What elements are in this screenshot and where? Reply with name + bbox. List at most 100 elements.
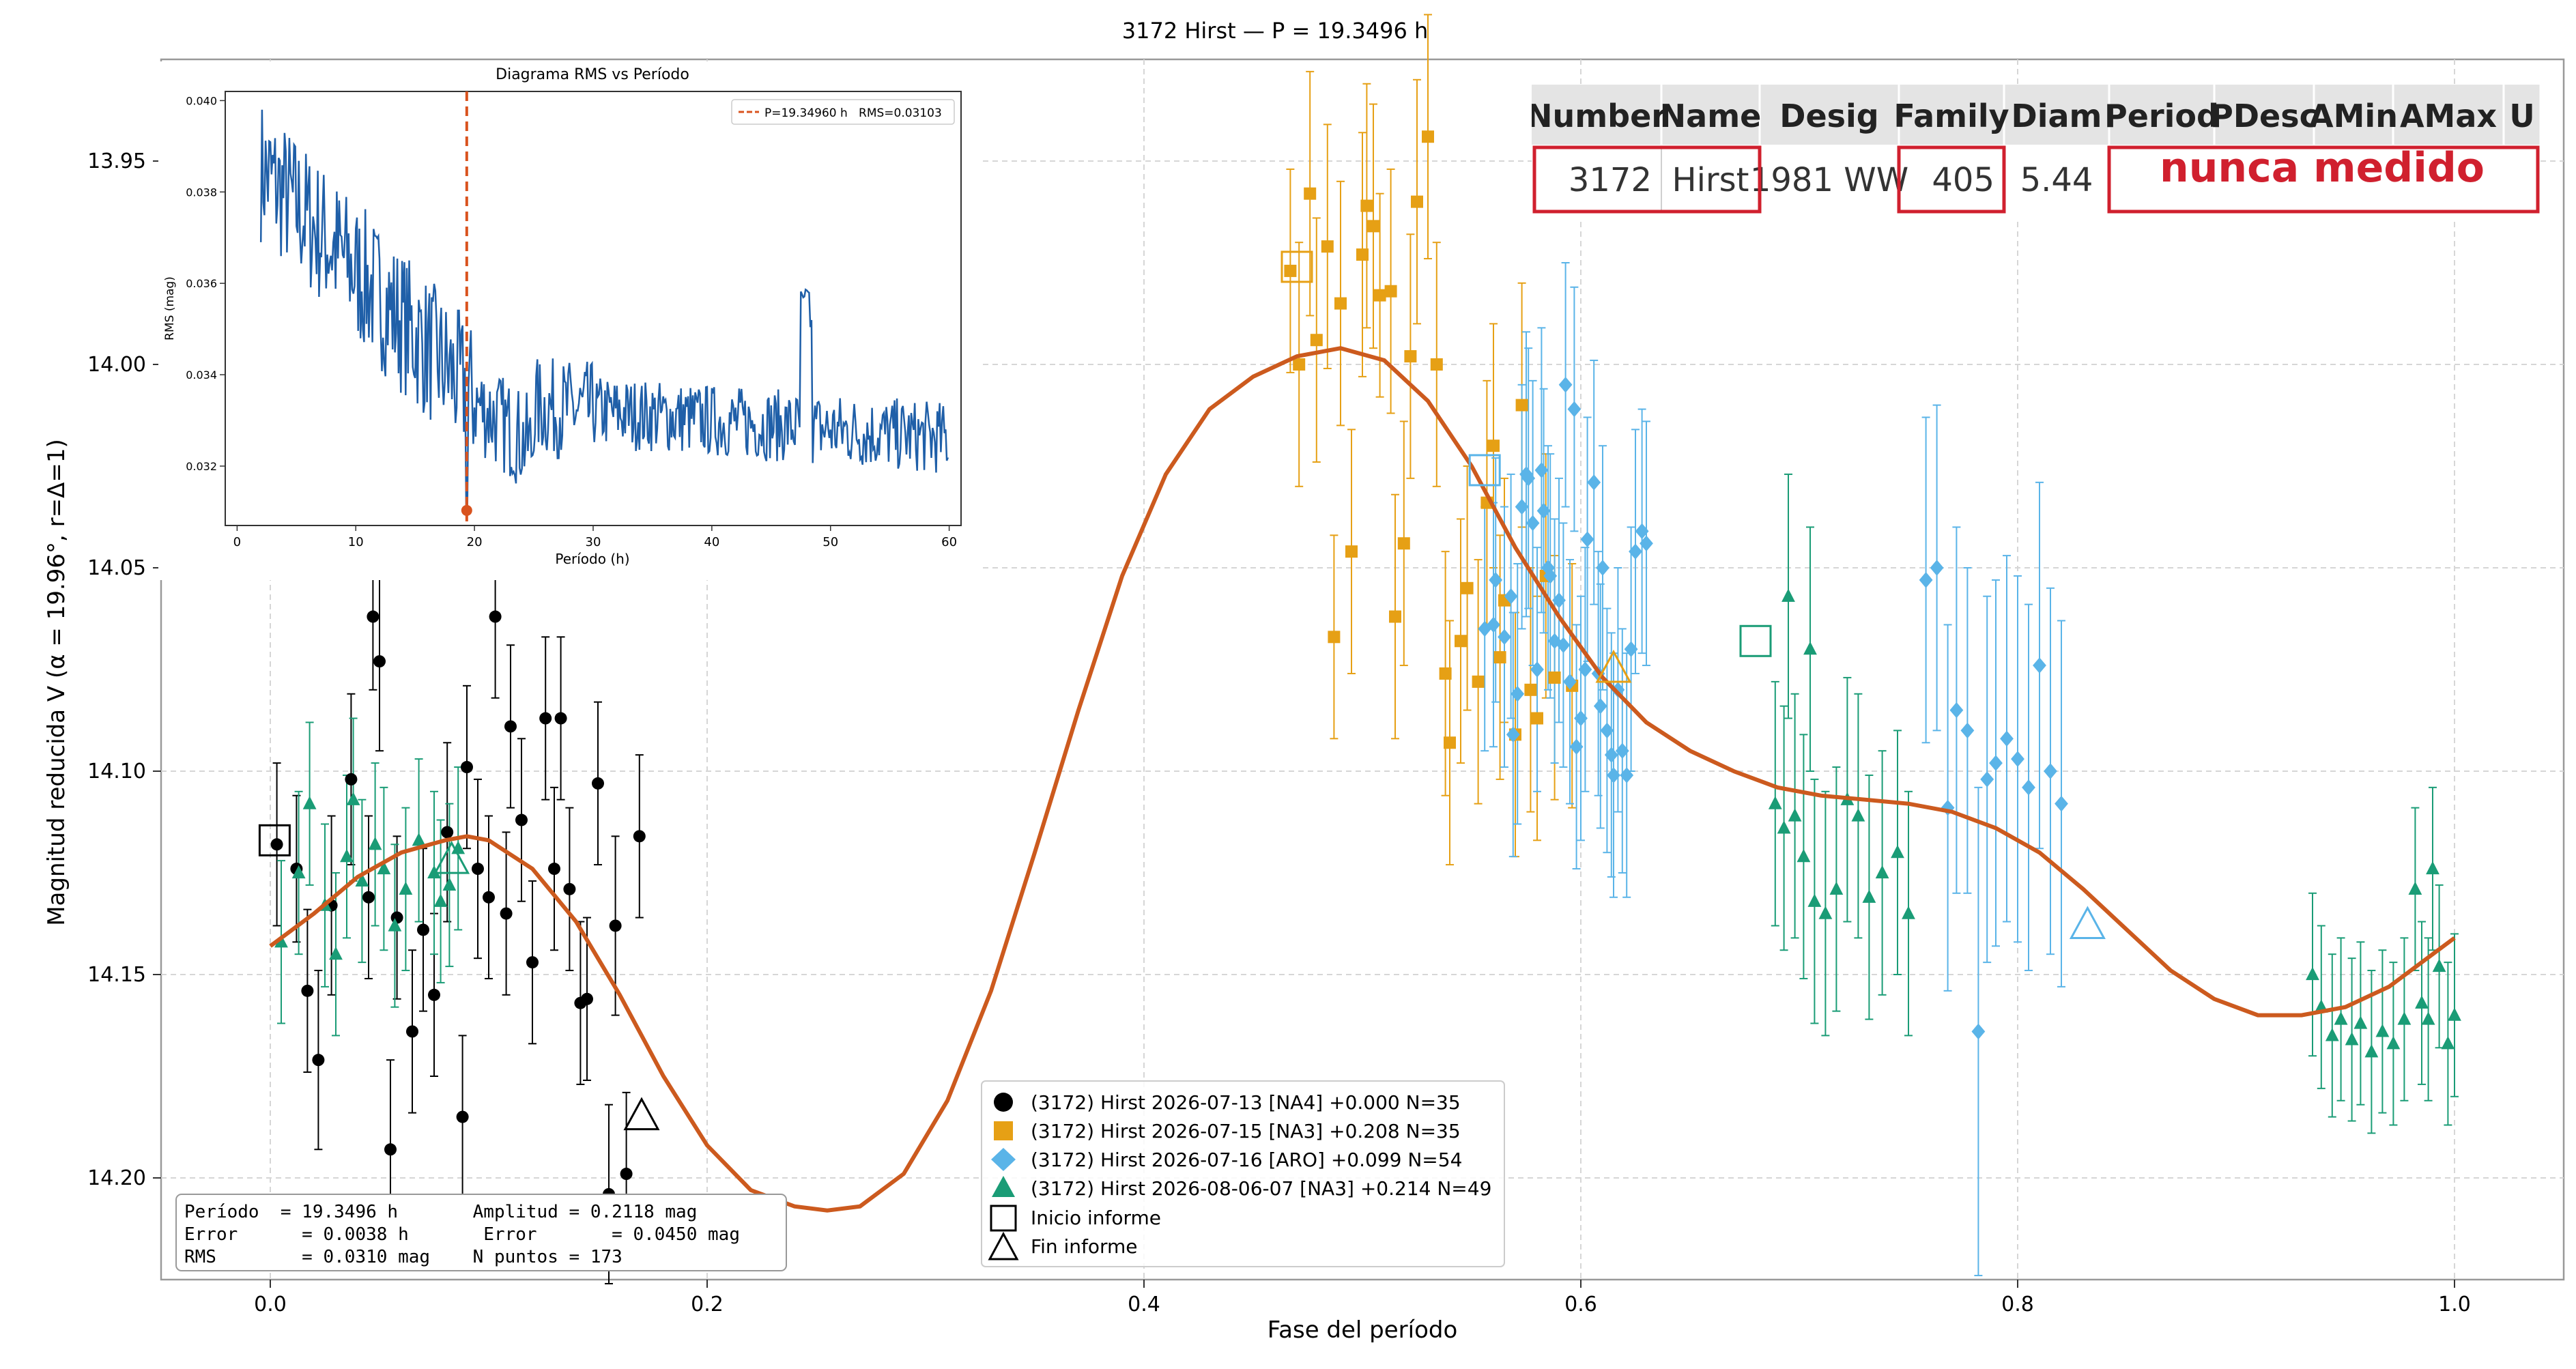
data-point-square bbox=[1404, 350, 1417, 363]
data-point-triangle bbox=[2432, 958, 2446, 972]
data-point-diamond bbox=[1919, 572, 1933, 588]
inset-x-tick-label: 60 bbox=[941, 535, 957, 549]
data-point-square bbox=[1304, 187, 1317, 200]
data-point-triangle bbox=[427, 865, 441, 879]
data-point-triangle bbox=[1797, 848, 1811, 863]
table-cell: 1981 WW bbox=[1750, 161, 1908, 199]
y-tick-label: 14.05 bbox=[87, 556, 146, 580]
inset-y-tick-label: 0.032 bbox=[186, 460, 217, 473]
x-tick-label: 0.6 bbox=[1564, 1293, 1597, 1316]
inset-legend-box bbox=[731, 99, 955, 125]
data-point-triangle bbox=[1807, 893, 1822, 907]
data-point-square bbox=[1444, 736, 1456, 749]
data-point-diamond bbox=[1556, 637, 1571, 653]
data-point-triangle bbox=[329, 946, 343, 960]
table-header-cell: Name bbox=[1660, 98, 1762, 134]
legend-marker-circle bbox=[994, 1093, 1013, 1112]
stats-box: Período = 19.3496 h Amplitud = 0.2118 ma… bbox=[175, 1194, 787, 1271]
data-point-diamond bbox=[1530, 661, 1544, 678]
data-point-circle bbox=[472, 863, 484, 876]
data-point-square bbox=[1293, 358, 1306, 371]
data-point-diamond bbox=[1960, 722, 1975, 739]
data-point-square bbox=[1524, 683, 1537, 696]
data-point-square bbox=[1430, 358, 1443, 371]
data-point-square bbox=[1334, 297, 1347, 310]
data-point-circle bbox=[367, 610, 380, 623]
data-point-circle bbox=[554, 712, 567, 725]
highlight-family bbox=[1897, 145, 2006, 214]
data-point-diamond bbox=[1624, 641, 1638, 657]
data-point-square bbox=[1310, 334, 1323, 347]
data-point-diamond bbox=[1478, 620, 1492, 637]
data-point-square bbox=[1472, 675, 1485, 688]
highlight-period bbox=[2107, 145, 2540, 214]
data-point-triangle bbox=[412, 833, 426, 846]
table-header-cell: AMin bbox=[2309, 98, 2398, 134]
data-point-triangle bbox=[2448, 1007, 2461, 1021]
data-point-square bbox=[1493, 651, 1506, 664]
legend-start-label: Inicio informe bbox=[1031, 1207, 1161, 1229]
data-point-triangle bbox=[2364, 1043, 2379, 1058]
data-point-diamond bbox=[1569, 738, 1584, 755]
data-point-square bbox=[1487, 439, 1500, 452]
legend-marker-diamond bbox=[991, 1148, 1016, 1171]
fit-curve bbox=[269, 346, 2456, 1213]
table-cell: 5.44 bbox=[2020, 161, 2093, 199]
data-point-triangle bbox=[274, 934, 288, 948]
report-start-marker bbox=[1468, 454, 1501, 487]
data-point-square bbox=[1345, 545, 1358, 558]
data-point-triangle bbox=[2421, 1011, 2435, 1025]
inset-x-tick-label: 20 bbox=[467, 535, 483, 549]
data-point-diamond bbox=[1615, 743, 1629, 759]
legend-series-2: (3172) Hirst 2026-07-15 [NA3] +0.208 N=3… bbox=[1031, 1120, 1461, 1142]
data-point-triangle bbox=[1777, 820, 1791, 834]
y-tick-label: 14.00 bbox=[87, 353, 146, 377]
highlight-number-name bbox=[1532, 145, 1762, 214]
data-point-diamond bbox=[1543, 568, 1558, 584]
data-point-diamond bbox=[1600, 722, 1614, 739]
data-point-circle bbox=[428, 988, 440, 1001]
data-point-diamond bbox=[1498, 629, 1511, 646]
table-header-cell: AMax bbox=[2400, 98, 2497, 134]
data-point-triangle bbox=[346, 792, 360, 805]
data-point-diamond bbox=[1506, 726, 1520, 743]
inset-x-label: Período (h) bbox=[555, 551, 629, 567]
data-point-circle bbox=[345, 773, 358, 786]
report-start-marker bbox=[1280, 250, 1313, 283]
data-point-triangle bbox=[433, 893, 448, 907]
data-point-triangle bbox=[1891, 844, 1904, 859]
data-point-diamond bbox=[1526, 515, 1540, 532]
inset-x-tick-label: 40 bbox=[704, 535, 719, 549]
y-tick-label: 14.10 bbox=[87, 760, 146, 783]
data-point-circle bbox=[563, 882, 576, 895]
x-axis-label: Fase del período bbox=[1268, 1316, 1458, 1344]
inset-title: Diagrama RMS vs Período bbox=[496, 66, 689, 83]
data-point-circle bbox=[592, 777, 604, 790]
data-point-triangle bbox=[1781, 588, 1795, 602]
never-measured-note: nunca medido bbox=[2160, 144, 2485, 192]
inset-frame bbox=[225, 91, 962, 526]
data-point-diamond bbox=[1487, 616, 1500, 633]
data-point-diamond bbox=[1587, 474, 1601, 491]
data-point-triangle bbox=[1875, 865, 1889, 879]
data-point-diamond bbox=[1604, 747, 1618, 763]
data-point-triangle bbox=[2334, 1011, 2348, 1025]
report-start-marker bbox=[258, 824, 291, 856]
data-point-triangle bbox=[1851, 808, 1865, 822]
data-point-square bbox=[1356, 248, 1369, 261]
data-point-square bbox=[1548, 671, 1561, 684]
data-points bbox=[270, 130, 2461, 1200]
data-point-diamond bbox=[1504, 588, 1518, 605]
data-point-diamond bbox=[1489, 572, 1503, 588]
data-point-circle bbox=[406, 1025, 418, 1038]
data-point-triangle bbox=[2426, 861, 2439, 875]
best-period-marker bbox=[461, 504, 472, 516]
data-point-diamond bbox=[1980, 771, 1994, 788]
table-row: 3172 Hirst 1981 WW 405 5.44 bbox=[1569, 147, 2110, 212]
table-cell: 405 bbox=[1932, 161, 1994, 199]
data-point-circle bbox=[609, 919, 622, 932]
data-point-square bbox=[1321, 240, 1334, 253]
data-point-diamond bbox=[1511, 686, 1525, 702]
data-point-triangle bbox=[2345, 1032, 2359, 1046]
